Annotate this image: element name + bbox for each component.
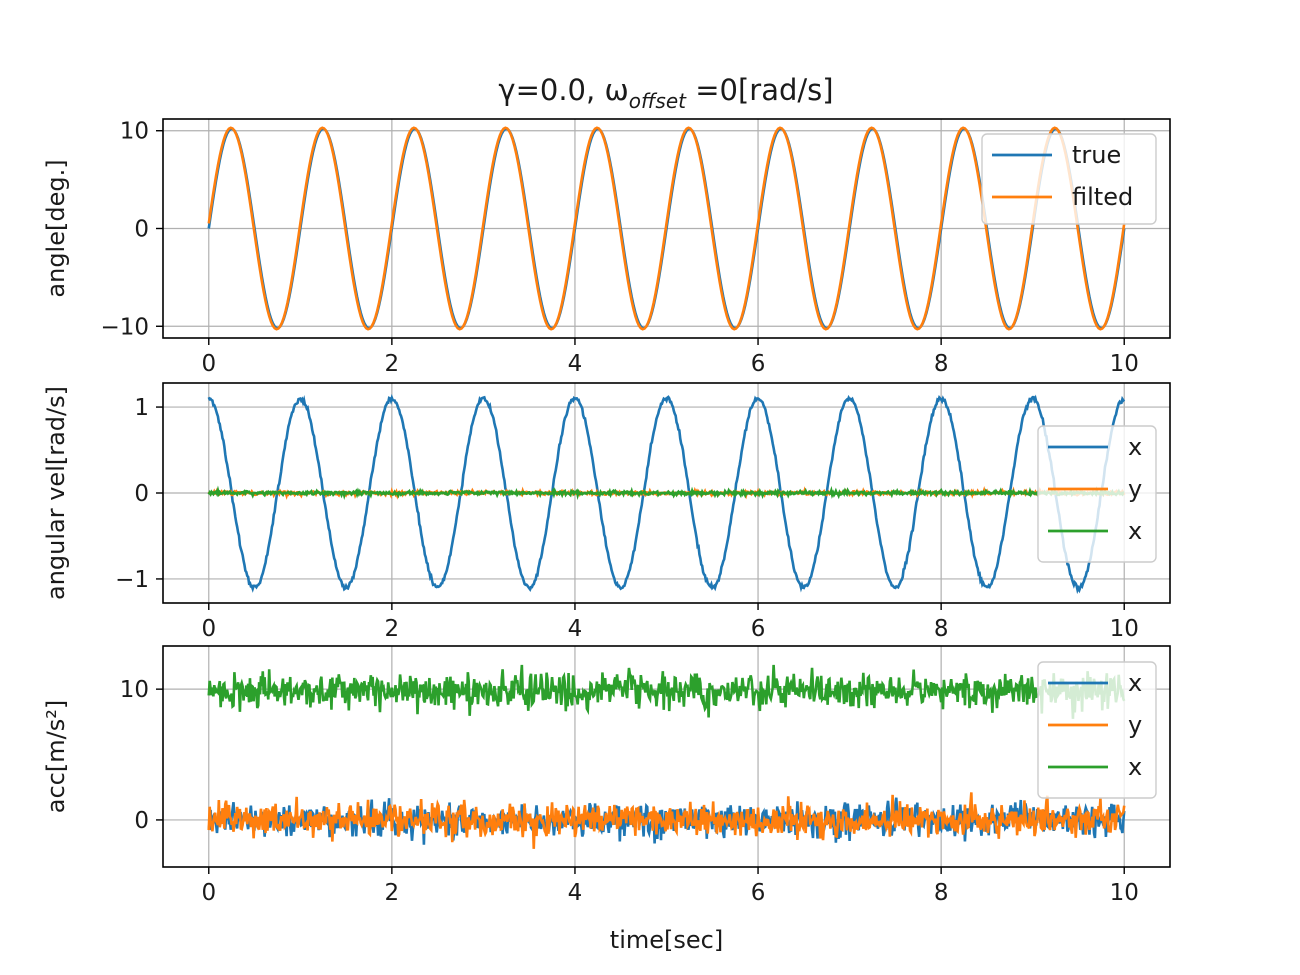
x-tick-label: 4 [568,616,583,642]
x-tick-label: 0 [201,616,216,642]
series-line-y-1 [207,792,1126,849]
y-axis-label: acc[m/s²] [42,700,70,813]
y-tick-label: −10 [100,314,149,340]
panel-top: 0 2 4 6 8 10 −10 0 10 angle[deg.] true filted [42,118,1171,377]
x-tick-label: 10 [1110,880,1139,906]
series-line-x-0 [207,393,1126,595]
legend-label: x [1128,517,1142,545]
x-tick-label: 4 [568,351,583,377]
y-tick-label: 10 [120,677,149,703]
panel-middle: 0 2 4 6 8 10 −1 0 1 angular vel[rad/s] xyx [42,382,1171,642]
x-tick-label: 6 [751,351,766,377]
figure-title-subscript: offset [629,89,687,113]
y-tick-label: 0 [134,217,149,243]
x-tick-label: 2 [385,351,400,377]
x-tick-label: 0 [201,880,216,906]
x-tick-label: 8 [934,351,949,377]
y-axis-label: angular vel[rad/s] [42,386,70,600]
x-tick-label: 2 [385,880,400,906]
y-tick-label: −1 [115,567,149,593]
legend-label: y [1128,711,1142,739]
series-line-filted-1 [207,126,1126,331]
x-tick-label: 6 [751,616,766,642]
legend-label: y [1128,475,1142,503]
figure-title-suffix: =0[rad/s] [686,73,834,107]
legend-box [1037,661,1157,799]
x-tick-label: 8 [934,616,949,642]
x-tick-label: 6 [751,880,766,906]
x-tick-label: 2 [385,616,400,642]
x-tick-label: 10 [1110,351,1139,377]
y-tick-label: 1 [134,395,149,421]
panel-bottom: 0 2 4 6 8 10 0 10 acc[m/s²] time[sec] xyx [42,645,1171,954]
series-line-x-2 [207,664,1126,719]
figure-title: γ=0.0, ωoffset =0[rad/s] [498,73,833,113]
x-tick-label: 4 [568,880,583,906]
series-line-x-2 [207,485,1125,501]
legend-box [1037,425,1157,563]
x-axis-label: time[sec] [610,926,723,954]
legend: xyx [1037,661,1157,799]
axes-frame [162,645,1171,868]
legend-box [981,133,1157,225]
figure-title-prefix: γ=0.0, ω [498,73,628,107]
legend-label: x [1128,433,1142,461]
legend-label: x [1128,753,1142,781]
y-tick-label: 0 [134,808,149,834]
legend-label: x [1128,669,1142,697]
y-axis-label: angle[deg.] [42,159,70,297]
x-tick-label: 10 [1110,616,1139,642]
x-tick-label: 0 [201,351,216,377]
legend-label: true [1072,141,1121,169]
y-tick-label: 0 [134,481,149,507]
y-tick-label: 10 [120,119,149,145]
legend-label: filted [1072,183,1133,211]
legend: xyx [1037,425,1157,563]
x-tick-label: 8 [934,880,949,906]
legend: true filted [981,133,1157,225]
